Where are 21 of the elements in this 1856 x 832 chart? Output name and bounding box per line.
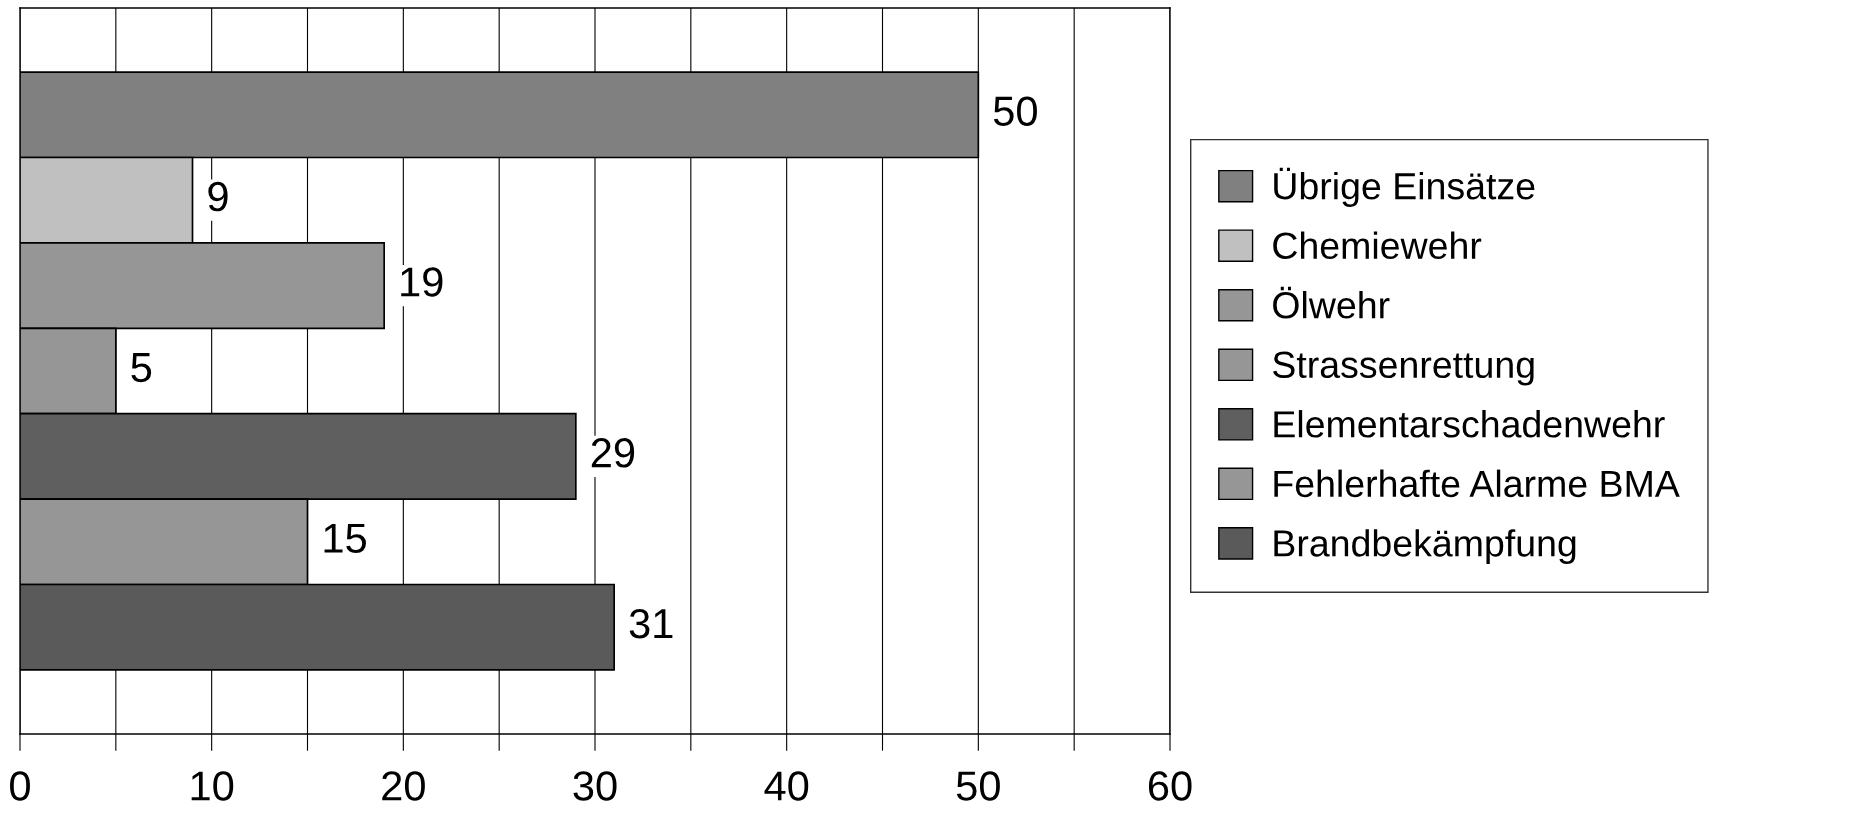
data-label: 9 <box>208 181 228 212</box>
legend-label: Elementarschadenwehr <box>1274 410 1665 438</box>
legend-label: Chemiewehr <box>1273 231 1482 260</box>
x-tick-label: 20 <box>382 771 425 801</box>
x-tick-label: 60 <box>1148 771 1192 801</box>
data-label: 5 <box>131 353 152 383</box>
legend-label: Ölwehr <box>1273 286 1390 319</box>
data-label: 31 <box>629 608 673 639</box>
data-label: 19 <box>401 267 443 297</box>
x-tick-label: 30 <box>573 771 617 801</box>
legend-label: Fehlerhafte Alarme BMA <box>1274 469 1680 498</box>
data-label: 29 <box>591 438 635 468</box>
legend-label: Übrige Einsätze <box>1274 167 1535 207</box>
data-label: 50 <box>993 96 1037 126</box>
legend-label: Brandbekämpfung <box>1274 529 1576 565</box>
x-tick-label: 40 <box>764 771 809 801</box>
x-tick-label: 50 <box>956 771 1000 801</box>
x-tick-label: 0 <box>10 771 30 801</box>
x-tick-label: 10 <box>191 771 234 801</box>
data-label: 15 <box>324 523 366 554</box>
legend-label: Strassenrettung <box>1273 351 1534 386</box>
